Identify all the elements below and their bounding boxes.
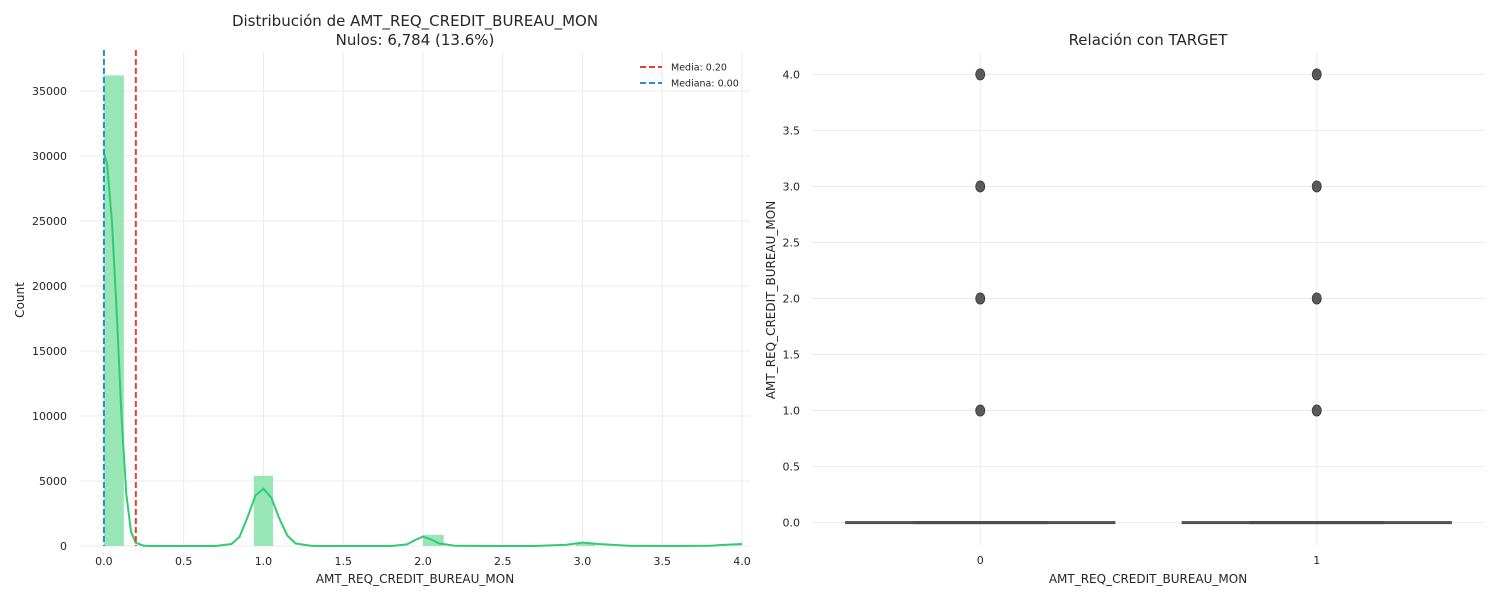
legend-mean-label: Media: 0.20 bbox=[671, 63, 727, 74]
histogram-x-tick-label: 0.0 bbox=[95, 555, 113, 568]
histogram-y-tick-label: 20000 bbox=[32, 280, 67, 293]
histogram-title: Distribución de AMT_REQ_CREDIT_BUREAU_MO… bbox=[232, 12, 598, 31]
boxplot-y-axis-label: AMT_REQ_CREDIT_BUREAU_MON bbox=[764, 201, 778, 399]
histogram-x-tick-label: 2.0 bbox=[414, 555, 432, 568]
histogram-bar bbox=[576, 543, 596, 546]
boxplot-outlier-point bbox=[1311, 404, 1322, 417]
histogram-x-axis-label: AMT_REQ_CREDIT_BUREAU_MON bbox=[316, 572, 514, 586]
histogram-grid bbox=[80, 52, 750, 547]
boxplot-y-tick-label: 2.5 bbox=[783, 236, 801, 249]
boxplot-y-tick-label: 3.5 bbox=[783, 124, 801, 137]
histogram-y-axis-label: Count bbox=[13, 282, 27, 318]
boxplot-title: Relación con TARGET bbox=[1069, 31, 1229, 49]
kde-curve-group bbox=[102, 153, 743, 548]
boxplot-grid bbox=[812, 52, 1485, 545]
boxplot-y-tick-label: 0.5 bbox=[783, 461, 801, 474]
histogram-bar bbox=[253, 475, 274, 546]
reference-lines bbox=[102, 50, 137, 546]
boxplot-x-axis-label: AMT_REQ_CREDIT_BUREAU_MON bbox=[1049, 572, 1247, 586]
boxplot-y-tick-label: 4.0 bbox=[783, 68, 801, 81]
boxplot-x-tick-label: 1 bbox=[1313, 554, 1320, 567]
histogram-bar bbox=[103, 75, 124, 547]
legend: Media: 0.20 Mediana: 0.00 bbox=[640, 63, 739, 90]
histogram-y-tick-label: 10000 bbox=[32, 410, 67, 423]
boxplot-y-ticks: 0.0 0.5 1.0 1.5 2.0 2.5 3.0 3.5 4.0 bbox=[783, 68, 801, 529]
kde-curve bbox=[102, 153, 743, 548]
histogram-x-tick-label: 4.0 bbox=[733, 555, 751, 568]
histogram-x-tick-label: 1.0 bbox=[255, 555, 273, 568]
histogram-x-tick-label: 3.5 bbox=[654, 555, 672, 568]
legend-median-label: Mediana: 0.00 bbox=[671, 79, 739, 90]
histogram-x-tick-label: 3.0 bbox=[574, 555, 592, 568]
boxplot-y-tick-label: 3.0 bbox=[783, 180, 801, 193]
boxplot-y-tick-label: 1.0 bbox=[783, 405, 801, 418]
boxplot-outliers bbox=[975, 68, 1322, 417]
histogram-y-tick-label: 0 bbox=[60, 540, 67, 553]
histogram-y-tick-label: 35000 bbox=[32, 85, 67, 98]
boxplot-y-tick-label: 0.0 bbox=[783, 517, 801, 530]
histogram-subtitle: Nulos: 6,784 (13.6%) bbox=[336, 31, 495, 49]
boxplot-outlier-point bbox=[975, 68, 986, 81]
boxplot-outlier-point bbox=[1311, 180, 1322, 193]
boxplot-x-tick-label: 0 bbox=[977, 554, 984, 567]
histogram-x-tick-label: 0.5 bbox=[175, 555, 193, 568]
histogram-y-tick-label: 5000 bbox=[39, 475, 67, 488]
histogram-x-ticks: 0.0 0.5 1.0 1.5 2.0 2.5 3.0 3.5 4.0 bbox=[95, 555, 751, 568]
histogram-y-tick-label: 25000 bbox=[32, 215, 67, 228]
histogram-y-tick-label: 30000 bbox=[32, 150, 67, 163]
boxplot-boxes bbox=[845, 521, 1452, 525]
histogram-panel: 0.0 0.5 1.0 1.5 2.0 2.5 3.0 3.5 4.0 0 5000 10000 15… bbox=[13, 12, 751, 586]
boxplot-outlier-point bbox=[1311, 292, 1322, 305]
boxplot-outlier-point bbox=[975, 180, 986, 193]
histogram-x-tick-label: 2.5 bbox=[494, 555, 512, 568]
boxplot-y-tick-label: 1.5 bbox=[783, 349, 801, 362]
boxplot-y-tick-label: 2.0 bbox=[783, 293, 801, 306]
histogram-y-tick-label: 15000 bbox=[32, 345, 67, 358]
histogram-y-ticks: 0 5000 10000 15000 20000 25000 30000 35000 bbox=[32, 85, 67, 553]
boxplot-outlier-point bbox=[975, 404, 986, 417]
boxplot-outlier-point bbox=[1311, 68, 1322, 81]
histogram-x-tick-label: 1.5 bbox=[334, 555, 352, 568]
boxplot-outlier-point bbox=[975, 292, 986, 305]
